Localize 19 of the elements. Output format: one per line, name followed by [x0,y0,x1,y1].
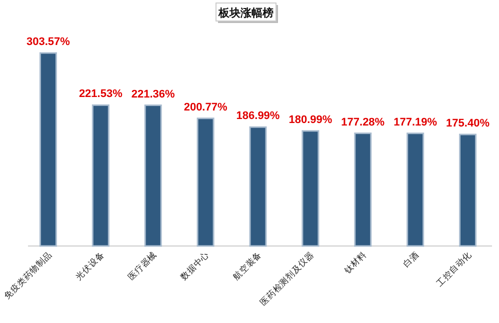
data-label: 186.99% [236,110,280,122]
x-tick-label: 工控自动化 [434,249,474,289]
x-tick-label: 数据中心 [178,249,212,283]
title: 板块涨幅榜 [216,2,278,23]
x-tick-label: 医疗器械 [126,249,160,283]
data-label: 303.57% [26,36,70,48]
x-tick-label: 白酒 [400,249,422,270]
x-tick-label: 免疫类药物制品 [2,249,54,302]
data-label: 221.53% [78,88,123,100]
data-label: 180.99% [288,114,332,126]
data-label: 221.36% [131,88,176,100]
x-tick-label: 航空装备 [230,249,264,283]
data-label: 200.77% [184,101,228,114]
x-tick-label: 钛材料 [341,249,370,277]
chart-title: 板块涨幅榜 [218,6,274,20]
data-label: 177.19% [394,116,438,128]
x-tick-label: 光伏设备 [74,249,107,283]
data-label: 177.28% [341,116,385,128]
data-label: 175.40% [446,117,490,130]
